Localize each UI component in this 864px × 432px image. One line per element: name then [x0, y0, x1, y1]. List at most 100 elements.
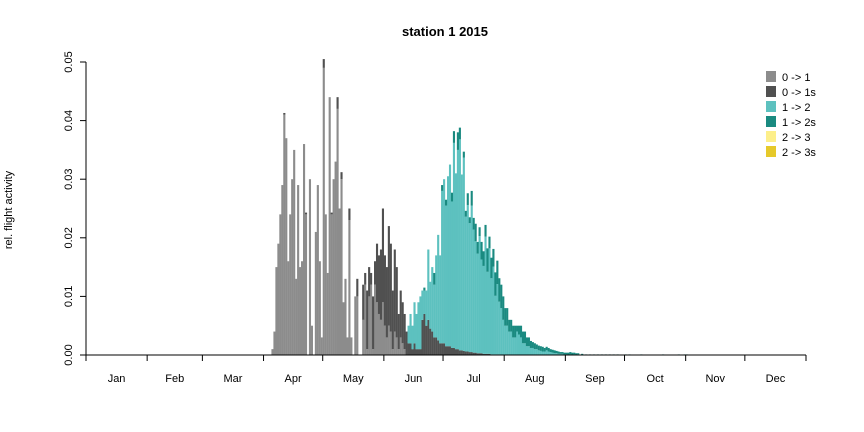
- bar-series-0-day-153: [385, 337, 388, 355]
- bar-series-1-day-171: [421, 319, 424, 355]
- x-tick-label-jan: Jan: [108, 373, 126, 385]
- bar-series-2-day-210: [498, 301, 501, 355]
- bar-series-1-day-162: [403, 313, 406, 350]
- bar-series-0-day-95: [271, 349, 274, 355]
- bar-series-1-day-187: [452, 347, 456, 355]
- bar-series-1-day-146: [372, 296, 375, 350]
- x-tick-label-jul: Jul: [467, 373, 481, 385]
- bar-series-1-day-121: [322, 59, 325, 68]
- bar-series-1-day-205: [488, 353, 491, 355]
- bar-series-1-day-201: [480, 353, 483, 355]
- bar-series-0-day-149: [377, 313, 381, 355]
- bar-series-3-day-195: [468, 217, 471, 224]
- bar-series-1-day-147: [374, 261, 377, 285]
- bar-series-2-day-168: [415, 313, 418, 350]
- bar-series-2-day-200: [478, 236, 481, 354]
- bar-series-2-day-234: [545, 350, 548, 355]
- bar-series-0-day-122: [324, 214, 327, 355]
- bar-series-2-day-183: [445, 205, 448, 347]
- bar-series-1-day-170: [419, 349, 422, 355]
- bar-series-3-day-237: [551, 349, 554, 353]
- bar-series-0-day-108: [297, 185, 300, 355]
- bar-series-3-day-199: [476, 241, 479, 254]
- bar-series-0-day-97: [275, 267, 278, 355]
- bar-series-1-day-167: [413, 343, 416, 355]
- bar-series-0-day-102: [285, 138, 288, 355]
- bar-series-2-day-221: [519, 337, 523, 355]
- bar-series-0-day-110: [301, 261, 304, 355]
- y-tick-label-4: 0.04: [63, 110, 75, 131]
- bar-series-2-day-198: [474, 241, 477, 353]
- bar-series-2-day-228: [533, 349, 536, 355]
- bar-series-2-day-218: [514, 337, 517, 355]
- bar-series-0-day-104: [289, 214, 292, 355]
- bar-series-2-day-180: [439, 255, 442, 344]
- bars-layer: [271, 59, 688, 356]
- bar-series-3-day-203: [484, 224, 487, 237]
- bar-series-2-day-205: [488, 248, 491, 354]
- bar-series-1-day-191: [460, 350, 463, 355]
- bar-series-2-day-187: [452, 142, 456, 348]
- bar-series-3-day-221: [519, 325, 523, 338]
- bar-series-0-day-158: [395, 337, 398, 355]
- bar-series-2-day-242: [561, 353, 564, 355]
- bar-series-3-day-218: [514, 325, 517, 338]
- bar-series-1-day-166: [411, 349, 414, 355]
- bar-series-1-day-177: [433, 337, 436, 355]
- bar-series-1-day-192: [462, 350, 465, 355]
- bar-series-3-day-206: [490, 257, 493, 279]
- bar-series-3-day-250: [577, 353, 580, 355]
- bar-series-3-day-216: [510, 319, 513, 332]
- bar-series-2-day-203: [484, 236, 487, 354]
- bar-series-2-day-229: [535, 349, 538, 355]
- bar-series-3-day-183: [445, 199, 448, 206]
- bar-series-3-day-226: [529, 340, 532, 348]
- y-tick-label-1: 0.01: [63, 286, 75, 307]
- bar-series-2-day-191: [460, 174, 463, 351]
- bar-series-2-day-165: [409, 313, 412, 344]
- bar-series-1-day-196: [470, 352, 473, 355]
- bar-series-2-day-206: [490, 278, 493, 355]
- bar-series-0-day-100: [281, 185, 284, 355]
- bar-series-1-day-164: [407, 343, 410, 355]
- bar-series-2-day-222: [521, 343, 525, 355]
- bar-series-1-day-145: [370, 272, 373, 285]
- bar-series-2-day-197: [472, 229, 475, 353]
- bar-series-3-day-223: [523, 331, 527, 344]
- y-tick-label-2: 0.02: [63, 227, 75, 248]
- bar-series-0-day-103: [287, 261, 290, 355]
- bar-series-1-day-173: [425, 325, 428, 355]
- bar-series-3-day-241: [559, 352, 562, 354]
- bar-series-2-day-193: [464, 216, 467, 352]
- bar-series-0-day-141: [362, 319, 365, 355]
- bar-series-0-day-119: [318, 261, 321, 355]
- bar-series-1-day-180: [439, 343, 442, 355]
- bar-series-1-day-148: [375, 243, 379, 303]
- bar-series-1-day-198: [474, 352, 477, 355]
- bar-series-1-day-144: [368, 267, 371, 297]
- bar-series-0-day-150: [379, 319, 383, 355]
- bar-series-2-day-240: [557, 353, 560, 355]
- bar-series-3-day-196: [470, 190, 473, 206]
- bar-series-1-day-157: [393, 249, 396, 332]
- bar-series-2-day-181: [441, 190, 444, 344]
- bar-series-2-day-209: [496, 284, 499, 355]
- bar-series-2-day-199: [476, 253, 479, 354]
- bar-series-0-day-148: [375, 302, 379, 355]
- bar-series-2-day-196: [470, 205, 473, 353]
- bar-series-0-day-145: [370, 284, 373, 355]
- bar-series-3-day-189: [456, 132, 459, 150]
- bar-series-1-day-154: [387, 226, 390, 326]
- y-tick-label-0: 0.00: [63, 344, 75, 365]
- bar-series-2-day-194: [466, 204, 469, 352]
- bar-series-3-day-212: [502, 296, 505, 320]
- bar-series-2-day-201: [480, 259, 483, 354]
- bar-series-2-day-189: [456, 149, 459, 350]
- bar-series-2-day-173: [425, 290, 428, 326]
- bar-series-2-day-239: [555, 353, 558, 355]
- bar-series-3-day-247: [571, 352, 574, 355]
- bar-series-2-day-217: [512, 337, 515, 355]
- bar-series-3-day-187: [452, 131, 456, 143]
- bar-series-2-day-172: [423, 290, 426, 314]
